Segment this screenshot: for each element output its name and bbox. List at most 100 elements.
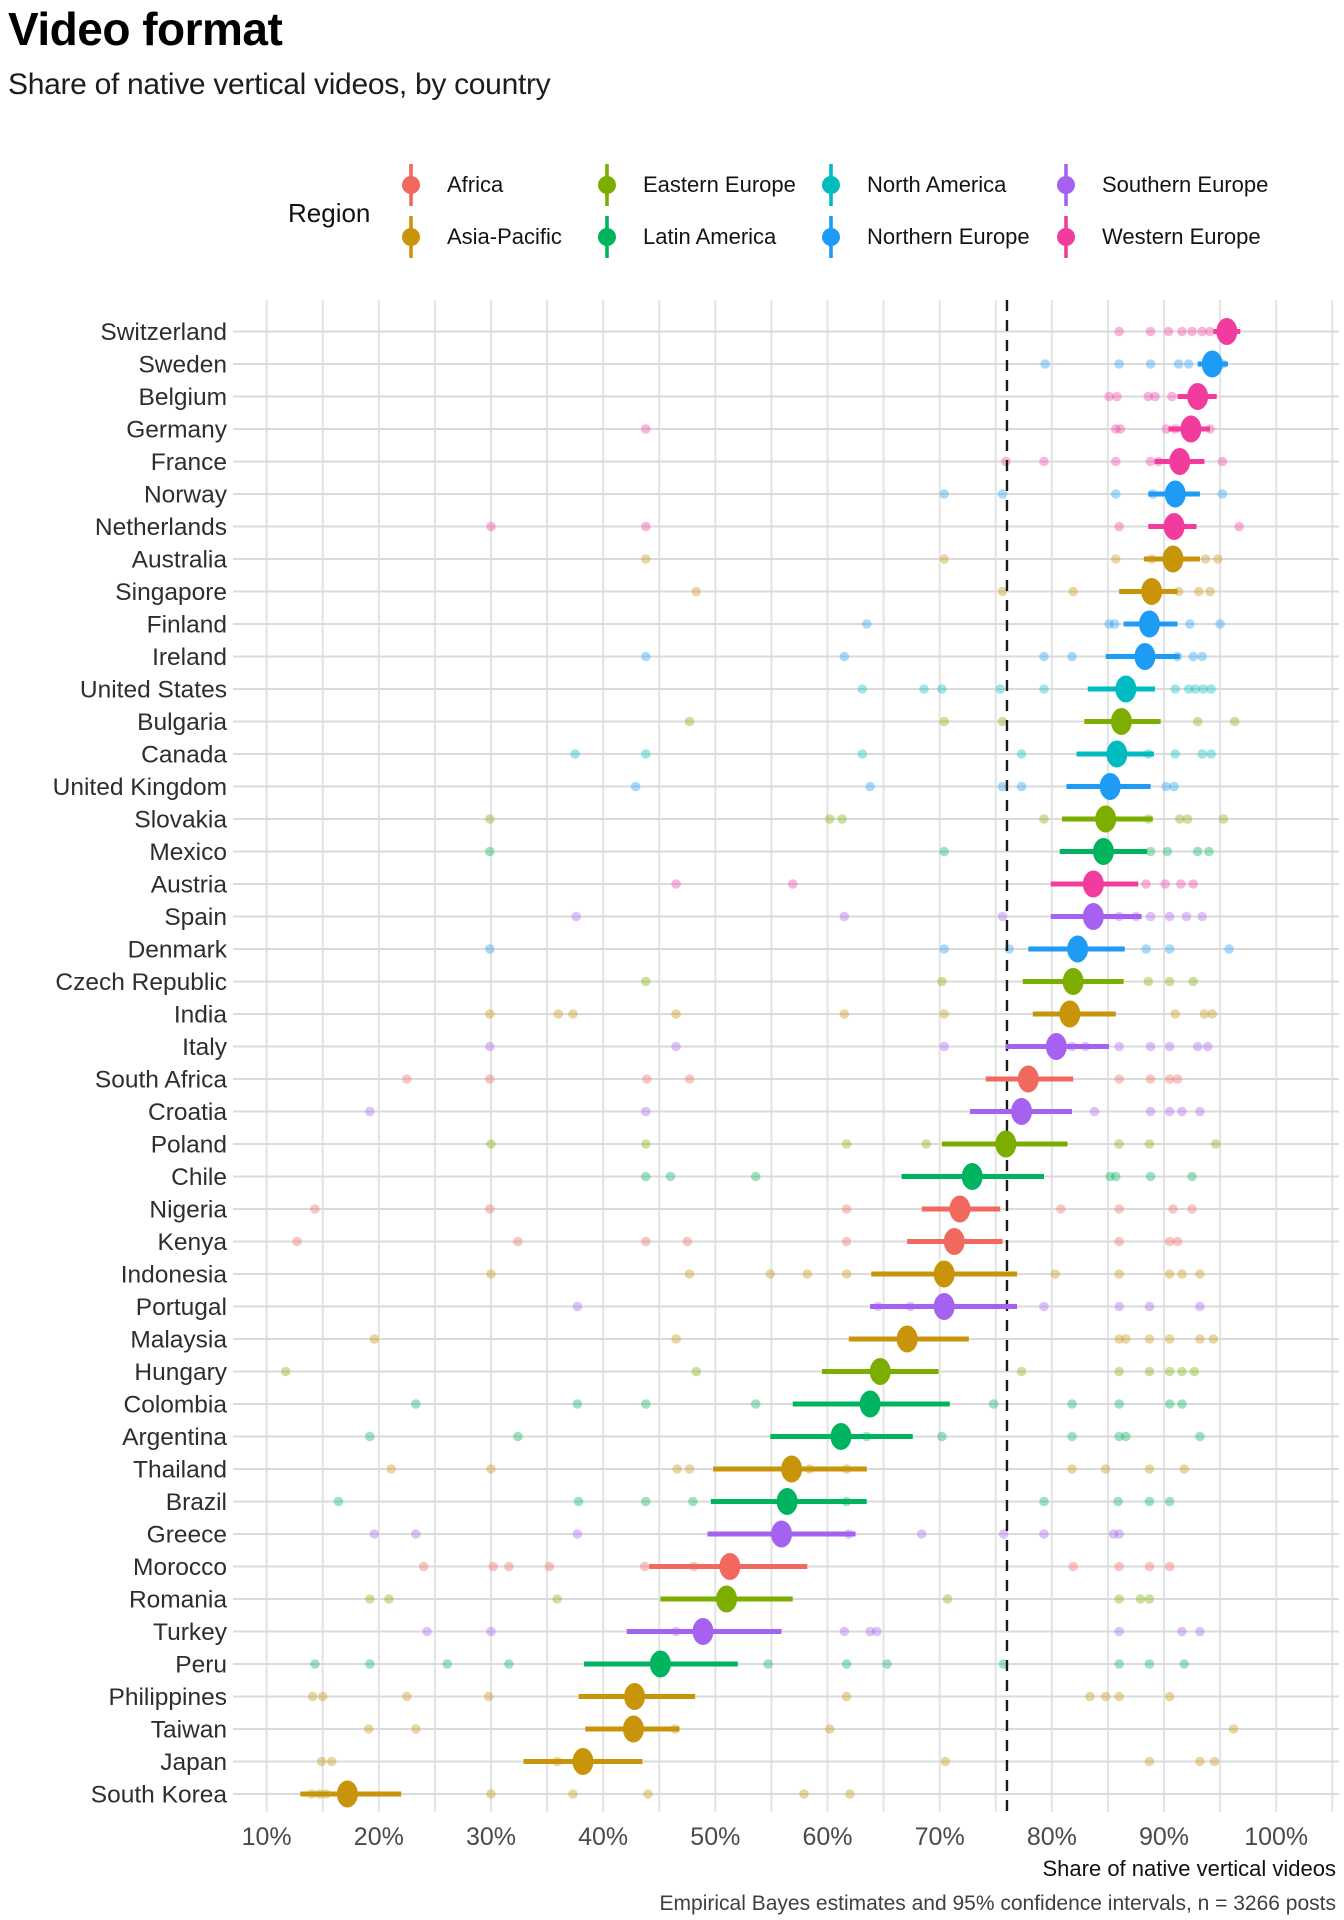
raw-point (1114, 1236, 1124, 1247)
legend-entry: Southern Europe (1056, 161, 1268, 209)
raw-point (1114, 1399, 1124, 1409)
legend-entry: Latin America (597, 213, 776, 261)
raw-point (640, 1496, 651, 1507)
raw-point (1193, 586, 1204, 597)
raw-point (640, 1171, 651, 1182)
raw-point (1164, 1366, 1175, 1377)
estimate-dot (1110, 708, 1132, 735)
raw-point (937, 976, 947, 987)
estimate-dot (1082, 870, 1104, 898)
raw-point (1170, 1009, 1181, 1019)
raw-point (1039, 1301, 1049, 1312)
x-axis-title: Share of native vertical videos (1042, 1856, 1337, 1881)
raw-point (1141, 879, 1151, 889)
legend-label: North America (867, 172, 1007, 197)
raw-point (916, 1529, 927, 1539)
raw-point (1234, 521, 1244, 532)
raw-point (1121, 1431, 1131, 1442)
estimate-dot (649, 1650, 671, 1678)
raw-point (1210, 1139, 1221, 1149)
raw-point (552, 1594, 562, 1604)
raw-point (1174, 814, 1185, 824)
raw-point (1183, 359, 1194, 369)
raw-point (1114, 1594, 1124, 1604)
raw-point (1085, 1691, 1095, 1702)
legend-entry: Western Europe (1056, 213, 1261, 261)
raw-point (640, 521, 651, 532)
estimate-dot (622, 1715, 644, 1743)
raw-point (1198, 684, 1209, 694)
raw-point (402, 1074, 412, 1084)
raw-point (1164, 911, 1175, 922)
raw-point (486, 1789, 496, 1799)
raw-point (513, 1431, 523, 1442)
legend-label: Latin America (643, 224, 777, 249)
raw-point (919, 684, 929, 694)
raw-point (640, 976, 651, 987)
raw-point (1144, 1496, 1155, 1507)
country-label: Hungary (134, 1359, 227, 1386)
raw-point (640, 1236, 651, 1247)
raw-point (307, 1691, 318, 1702)
raw-point (1164, 1269, 1175, 1279)
raw-point (1204, 846, 1214, 857)
chart-caption: Empirical Bayes estimates and 95% confid… (659, 1892, 1336, 1915)
raw-point (1039, 651, 1049, 662)
raw-point (1144, 1594, 1155, 1604)
raw-point (553, 1009, 564, 1019)
raw-point (1164, 1691, 1175, 1702)
raw-point (1039, 684, 1049, 694)
legend-title: Region (288, 198, 371, 228)
estimate-dot (1011, 1098, 1033, 1125)
raw-point (988, 1399, 999, 1409)
raw-point (1110, 424, 1121, 434)
raw-point (1150, 391, 1160, 402)
raw-point (386, 1464, 396, 1474)
raw-point (1206, 684, 1216, 694)
raw-point (1114, 1041, 1124, 1052)
raw-point (671, 1334, 681, 1344)
raw-point (861, 619, 872, 629)
country-label: Denmark (128, 937, 228, 964)
estimate-dot (1106, 740, 1128, 768)
raw-point (1176, 879, 1186, 889)
raw-point (1135, 1594, 1146, 1604)
raw-point (1177, 1106, 1187, 1117)
raw-point (1218, 814, 1229, 824)
raw-point (1192, 846, 1203, 857)
estimate-dot (1082, 903, 1104, 930)
raw-point (865, 781, 875, 792)
raw-point (1144, 1756, 1155, 1767)
raw-point (1229, 716, 1240, 727)
raw-point (799, 1789, 809, 1799)
raw-point (1224, 944, 1234, 954)
legend-entry: Eastern Europe (597, 161, 796, 209)
raw-point (1110, 456, 1121, 467)
raw-point (1208, 1334, 1219, 1344)
raw-point (939, 944, 949, 954)
raw-point (1114, 1431, 1124, 1442)
estimate-dot (1134, 643, 1156, 670)
raw-point (824, 1724, 835, 1734)
estimate-dot (1138, 610, 1160, 638)
raw-point (1016, 1366, 1027, 1377)
raw-point (750, 1171, 761, 1182)
estimate-dot (1180, 415, 1202, 443)
raw-point (1144, 1139, 1155, 1149)
raw-point (572, 1301, 583, 1312)
country-label: Germany (126, 417, 228, 444)
estimate-dot (776, 1488, 798, 1515)
estimate-dot (830, 1423, 852, 1450)
raw-point (1217, 456, 1228, 467)
pointrange-icon (598, 164, 616, 206)
estimate-dot (943, 1228, 965, 1255)
pointrange-icon (822, 164, 840, 206)
raw-point (568, 1789, 578, 1799)
raw-point (1195, 1431, 1205, 1442)
raw-point (665, 1171, 676, 1182)
raw-point (1145, 1106, 1156, 1117)
raw-point (1164, 944, 1175, 954)
raw-point (1039, 814, 1049, 824)
raw-point (1161, 781, 1172, 792)
raw-point (1110, 554, 1121, 564)
